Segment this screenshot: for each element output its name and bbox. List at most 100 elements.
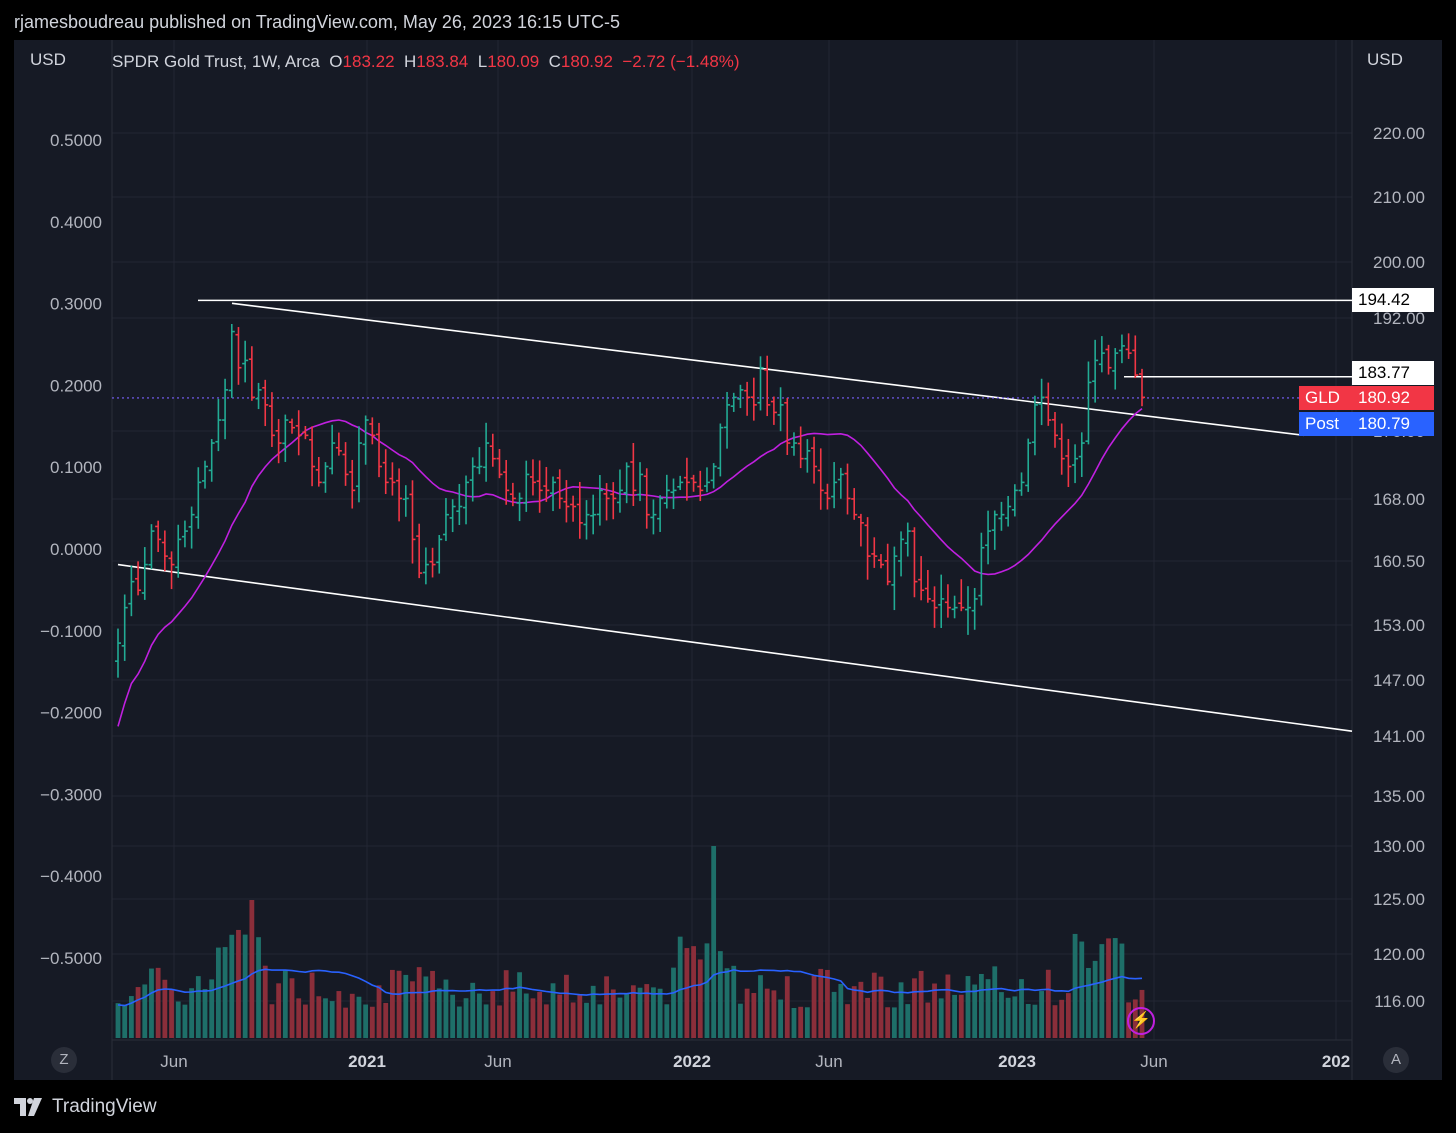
- volume-bar: [256, 937, 261, 1038]
- volume-bar: [269, 1004, 275, 1038]
- price-bar: [315, 457, 322, 487]
- price-bar: [1072, 444, 1079, 484]
- price-bar: [1031, 395, 1038, 456]
- price-bar: [1018, 472, 1025, 496]
- price-bar: [469, 457, 476, 502]
- volume-bar: [1039, 991, 1045, 1038]
- price-bar: [161, 530, 168, 572]
- volume-bar: [570, 1002, 576, 1038]
- price-bar: [938, 574, 945, 628]
- left-tick-label: −0.4000: [40, 867, 102, 886]
- price-bar: [215, 398, 222, 452]
- price-bar: [181, 520, 188, 548]
- volume-bar: [215, 947, 221, 1038]
- price-bar: [871, 537, 878, 568]
- volume-bar: [651, 987, 656, 1038]
- volume-bar: [938, 998, 944, 1038]
- volume-bar: [811, 975, 817, 1038]
- price-bar: [148, 524, 155, 570]
- price-chart[interactable]: 220.00210.00200.00192.00176.00168.00160.…: [14, 40, 1442, 1080]
- volume-bar: [1092, 960, 1098, 1038]
- price-bar: [389, 462, 396, 496]
- price-bar: [944, 584, 951, 618]
- volume-bar: [798, 1006, 804, 1038]
- right-tick-label: 220.00: [1373, 124, 1425, 143]
- price-bar: [737, 384, 744, 409]
- volume-bar: [999, 992, 1004, 1038]
- volume-bar: [423, 976, 429, 1038]
- volume-bar: [323, 998, 328, 1038]
- price-bar: [877, 554, 884, 569]
- price-bar: [1125, 333, 1132, 359]
- zoom-button[interactable]: Z: [51, 1047, 77, 1073]
- volume-bar: [664, 1004, 670, 1038]
- volume-bar: [142, 984, 148, 1038]
- price-bar: [623, 462, 630, 504]
- price-bar: [891, 546, 898, 611]
- volume-bar: [135, 987, 141, 1038]
- volume-bar: [985, 979, 991, 1038]
- legend-o-label: O: [329, 52, 343, 71]
- price-bar: [764, 355, 771, 417]
- price-bar: [663, 474, 670, 509]
- left-tick-label: 0.0000: [50, 540, 102, 559]
- volume-bar: [149, 968, 154, 1038]
- price-bar: [864, 517, 871, 580]
- volume-bar: [450, 994, 456, 1038]
- volume-bar: [597, 1004, 603, 1038]
- volume-bar: [1059, 999, 1065, 1038]
- price-bar: [1011, 484, 1018, 517]
- price-bar: [784, 397, 791, 456]
- price-bar: [650, 499, 657, 535]
- price-bar: [730, 392, 737, 412]
- volume-bar: [336, 991, 342, 1038]
- volume-bar: [891, 1007, 897, 1038]
- price-bar: [570, 495, 577, 522]
- volume-bar: [1072, 933, 1078, 1038]
- price-bar: [831, 462, 838, 509]
- price-bar: [516, 492, 523, 522]
- lightning-icon[interactable]: ⚡: [1127, 1007, 1155, 1035]
- chart-panel[interactable]: 220.00210.00200.00192.00176.00168.00160.…: [14, 40, 1442, 1080]
- price-bar: [777, 387, 784, 432]
- volume-bar: [1025, 1004, 1031, 1038]
- left-tick-label: −0.3000: [40, 785, 102, 804]
- price-bar: [429, 547, 436, 578]
- price-bar: [476, 447, 483, 475]
- volume-bar: [758, 975, 763, 1038]
- volume-bar: [764, 988, 770, 1038]
- price-bar: [1105, 344, 1112, 375]
- volume-bar: [483, 1004, 489, 1038]
- axis-labels: 220.00210.00200.00192.00176.00168.00160.…: [40, 124, 1425, 1071]
- price-bar: [483, 422, 490, 482]
- volume-bar: [296, 998, 302, 1038]
- price-bar: [556, 469, 563, 509]
- price-bar: [958, 579, 965, 612]
- price-bar: [1085, 361, 1092, 445]
- price-bar: [844, 463, 851, 515]
- volume-bar: [189, 988, 195, 1038]
- left-tick-label: 0.1000: [50, 458, 102, 477]
- price-bar: [1058, 423, 1065, 475]
- auto-scale-button[interactable]: A: [1383, 1047, 1409, 1073]
- price-bar: [529, 459, 536, 496]
- price-bar: [503, 459, 510, 505]
- volume-bar: [383, 1002, 389, 1038]
- volume-bar: [858, 981, 864, 1038]
- price-bar: [596, 475, 603, 526]
- price-bar: [489, 433, 496, 467]
- volume-bar: [229, 934, 235, 1038]
- price-bar: [837, 467, 844, 499]
- price-bars: [115, 324, 1145, 678]
- volume-bar: [162, 979, 168, 1038]
- volume-bar: [657, 988, 663, 1038]
- volume-bar: [684, 948, 690, 1038]
- price-bar: [369, 417, 376, 445]
- volume-bar: [222, 947, 228, 1038]
- right-tick-label: 141.00: [1373, 727, 1425, 746]
- price-bar: [690, 474, 697, 492]
- price-bar: [964, 586, 971, 635]
- volume-bar: [169, 989, 174, 1038]
- price-bar: [630, 442, 637, 506]
- right-tick-label: 192.00: [1373, 309, 1425, 328]
